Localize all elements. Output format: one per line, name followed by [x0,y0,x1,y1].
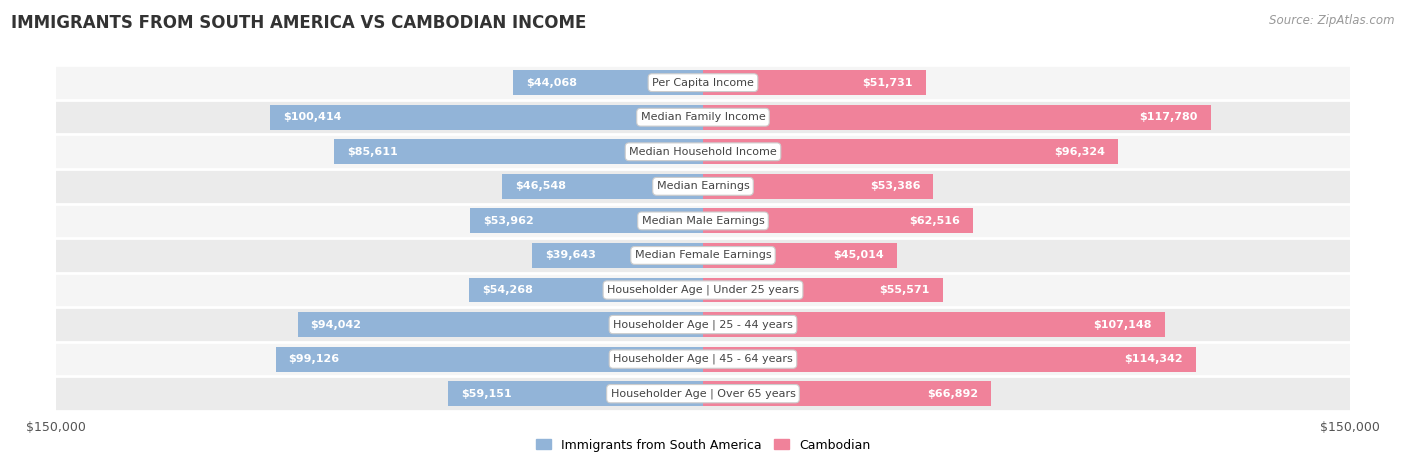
Bar [703,139,1118,164]
Bar [270,105,703,130]
Bar [471,208,703,234]
Bar [449,381,703,406]
Bar [276,347,703,372]
Bar [531,243,703,268]
Bar [56,169,1350,204]
Bar [703,312,1166,337]
Bar [703,243,897,268]
Bar [502,174,703,199]
Text: Median Male Earnings: Median Male Earnings [641,216,765,226]
Text: $54,268: $54,268 [482,285,533,295]
Bar [56,307,1350,342]
Text: $96,324: $96,324 [1054,147,1105,157]
Bar [333,139,703,164]
Text: $94,042: $94,042 [311,319,361,330]
Text: Median Earnings: Median Earnings [657,181,749,191]
Text: Median Household Income: Median Household Income [628,147,778,157]
Text: $53,962: $53,962 [484,216,534,226]
Text: Median Female Earnings: Median Female Earnings [634,250,772,261]
Text: Source: ZipAtlas.com: Source: ZipAtlas.com [1270,14,1395,27]
Text: IMMIGRANTS FROM SOUTH AMERICA VS CAMBODIAN INCOME: IMMIGRANTS FROM SOUTH AMERICA VS CAMBODI… [11,14,586,32]
Bar [56,342,1350,376]
Text: $53,386: $53,386 [870,181,921,191]
Text: Per Capita Income: Per Capita Income [652,78,754,88]
Bar [703,70,927,95]
Bar [56,238,1350,273]
Text: Householder Age | 25 - 44 years: Householder Age | 25 - 44 years [613,319,793,330]
Bar [470,277,703,303]
Text: $117,780: $117,780 [1139,112,1198,122]
Text: $100,414: $100,414 [283,112,342,122]
Text: Householder Age | Over 65 years: Householder Age | Over 65 years [610,389,796,399]
Text: $85,611: $85,611 [347,147,398,157]
Bar [703,174,934,199]
Bar [513,70,703,95]
Bar [56,134,1350,169]
Bar [703,105,1211,130]
Bar [56,65,1350,100]
Text: Householder Age | Under 25 years: Householder Age | Under 25 years [607,285,799,295]
Text: $62,516: $62,516 [908,216,960,226]
Text: Householder Age | 45 - 64 years: Householder Age | 45 - 64 years [613,354,793,364]
Text: $66,892: $66,892 [928,389,979,399]
Bar [56,100,1350,134]
Text: $114,342: $114,342 [1125,354,1182,364]
Bar [56,376,1350,411]
Text: $107,148: $107,148 [1094,319,1152,330]
Bar [703,208,973,234]
Text: $45,014: $45,014 [834,250,884,261]
Text: $51,731: $51,731 [863,78,912,88]
Bar [56,204,1350,238]
Bar [703,347,1197,372]
Text: $55,571: $55,571 [879,285,929,295]
Bar [298,312,703,337]
Bar [56,273,1350,307]
Bar [703,381,991,406]
Text: Median Family Income: Median Family Income [641,112,765,122]
Text: $46,548: $46,548 [515,181,567,191]
Text: $39,643: $39,643 [546,250,596,261]
Legend: Immigrants from South America, Cambodian: Immigrants from South America, Cambodian [531,433,875,457]
Text: $99,126: $99,126 [288,354,340,364]
Text: $44,068: $44,068 [526,78,576,88]
Text: $59,151: $59,151 [461,389,512,399]
Bar [703,277,942,303]
